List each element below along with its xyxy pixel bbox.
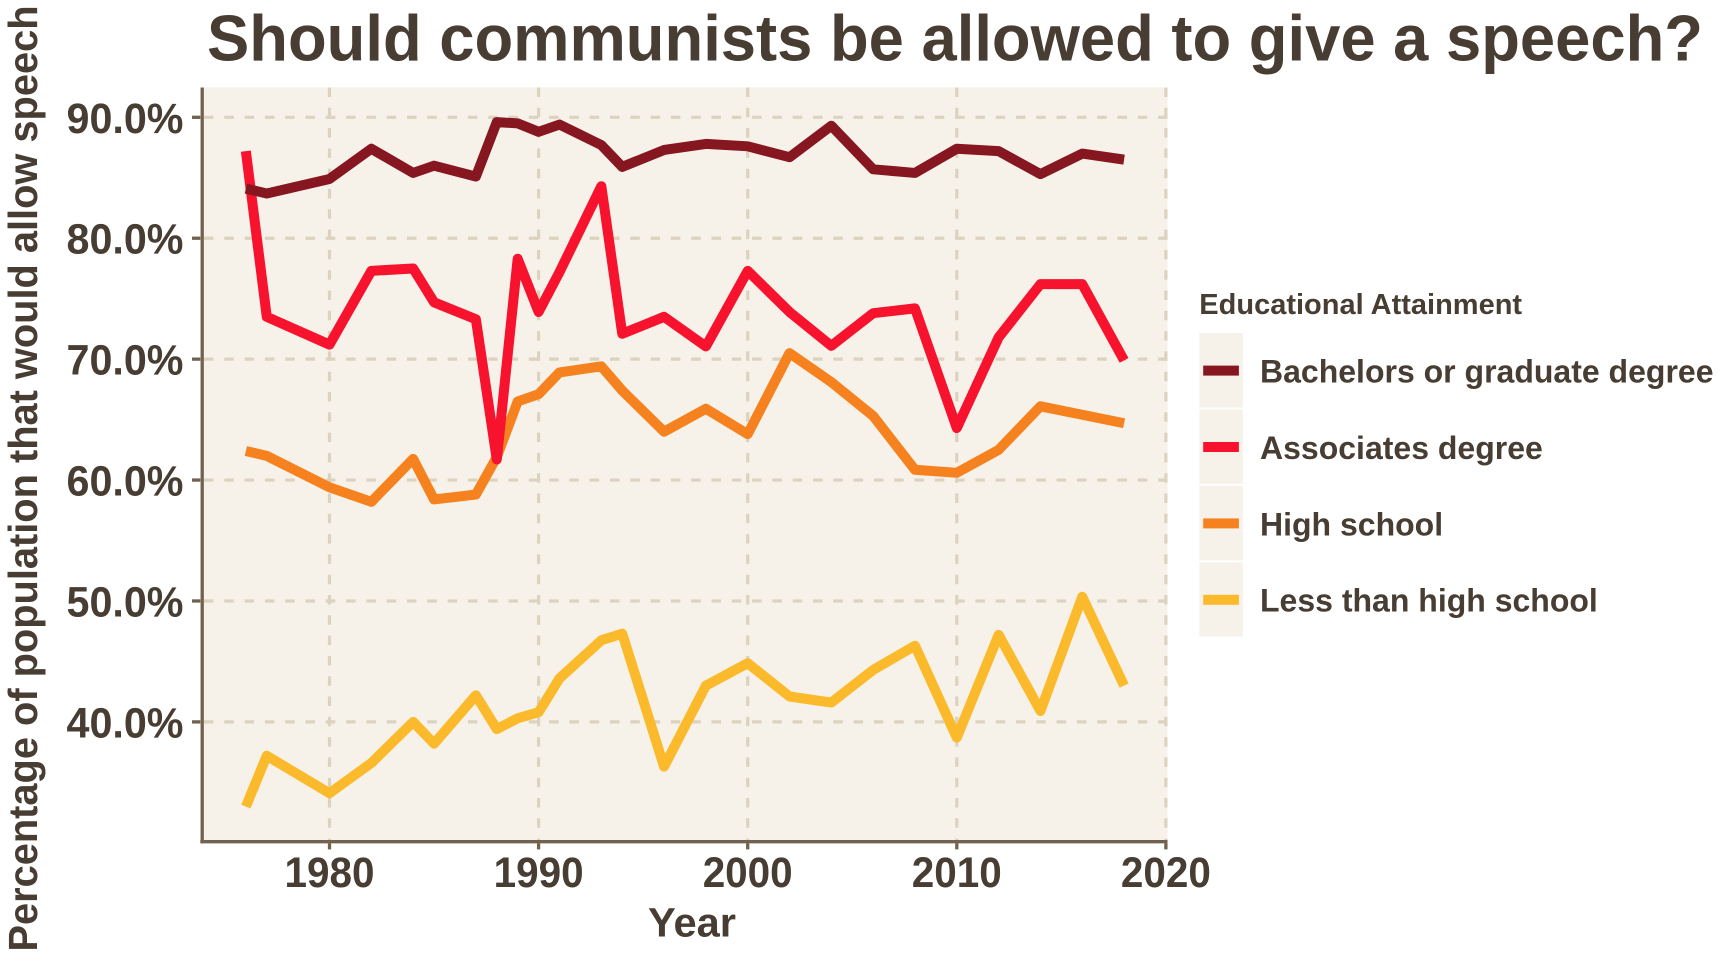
svg-text:2010: 2010 [912, 849, 1002, 897]
svg-text:1990: 1990 [494, 849, 584, 897]
svg-text:80.0%: 80.0% [67, 216, 184, 264]
svg-text:Should communists be allowed t: Should communists be allowed to give a s… [207, 3, 1703, 75]
svg-text:2000: 2000 [703, 849, 793, 897]
svg-text:Year: Year [648, 900, 736, 946]
svg-text:60.0%: 60.0% [67, 458, 184, 506]
svg-text:Percentage of population that: Percentage of population that would allo… [0, 6, 46, 952]
svg-text:High school: High school [1260, 506, 1443, 542]
svg-text:70.0%: 70.0% [67, 337, 184, 385]
svg-text:Educational Attainment: Educational Attainment [1199, 289, 1522, 321]
svg-text:40.0%: 40.0% [67, 699, 184, 747]
svg-text:Associates degree: Associates degree [1260, 430, 1543, 466]
svg-text:1980: 1980 [285, 849, 375, 897]
svg-text:Bachelors or graduate degree: Bachelors or graduate degree [1260, 354, 1713, 390]
svg-text:90.0%: 90.0% [67, 95, 184, 143]
svg-text:2020: 2020 [1121, 849, 1211, 897]
svg-text:Less than high school: Less than high school [1260, 583, 1598, 619]
svg-text:50.0%: 50.0% [67, 579, 184, 627]
